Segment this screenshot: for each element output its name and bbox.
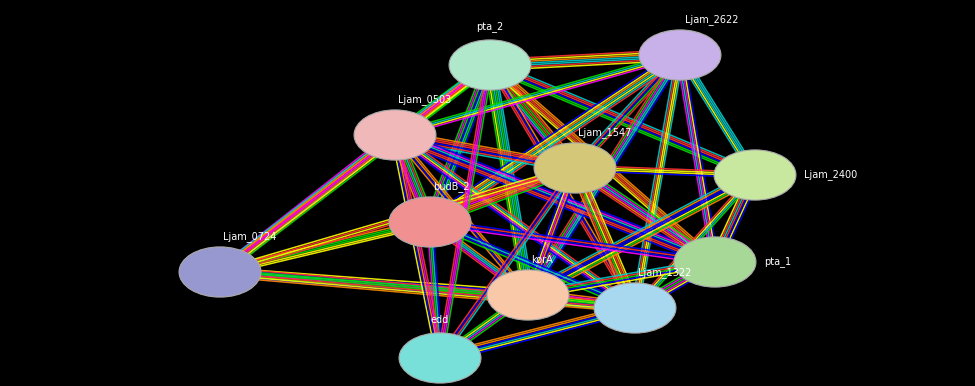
Text: pta_1: pta_1 xyxy=(764,257,791,267)
Ellipse shape xyxy=(534,143,616,193)
Ellipse shape xyxy=(674,237,756,287)
Text: korA: korA xyxy=(531,255,553,265)
Text: Ljam_0724: Ljam_0724 xyxy=(223,231,276,242)
Ellipse shape xyxy=(399,333,481,383)
Ellipse shape xyxy=(639,30,721,80)
Ellipse shape xyxy=(714,150,796,200)
Ellipse shape xyxy=(389,197,471,247)
Ellipse shape xyxy=(488,270,569,320)
Ellipse shape xyxy=(179,247,261,297)
Text: pta_2: pta_2 xyxy=(477,21,504,32)
Text: edd: edd xyxy=(431,315,449,325)
Ellipse shape xyxy=(354,110,436,160)
Text: Ljam_2622: Ljam_2622 xyxy=(685,14,738,25)
Text: budB_2: budB_2 xyxy=(433,181,470,192)
Ellipse shape xyxy=(594,283,676,333)
Text: Ljam_2400: Ljam_2400 xyxy=(804,169,857,180)
Text: Ljam_1547: Ljam_1547 xyxy=(578,127,632,138)
Text: Ljam_1322: Ljam_1322 xyxy=(638,267,691,278)
Ellipse shape xyxy=(449,40,531,90)
Text: Ljam_0503: Ljam_0503 xyxy=(398,94,451,105)
